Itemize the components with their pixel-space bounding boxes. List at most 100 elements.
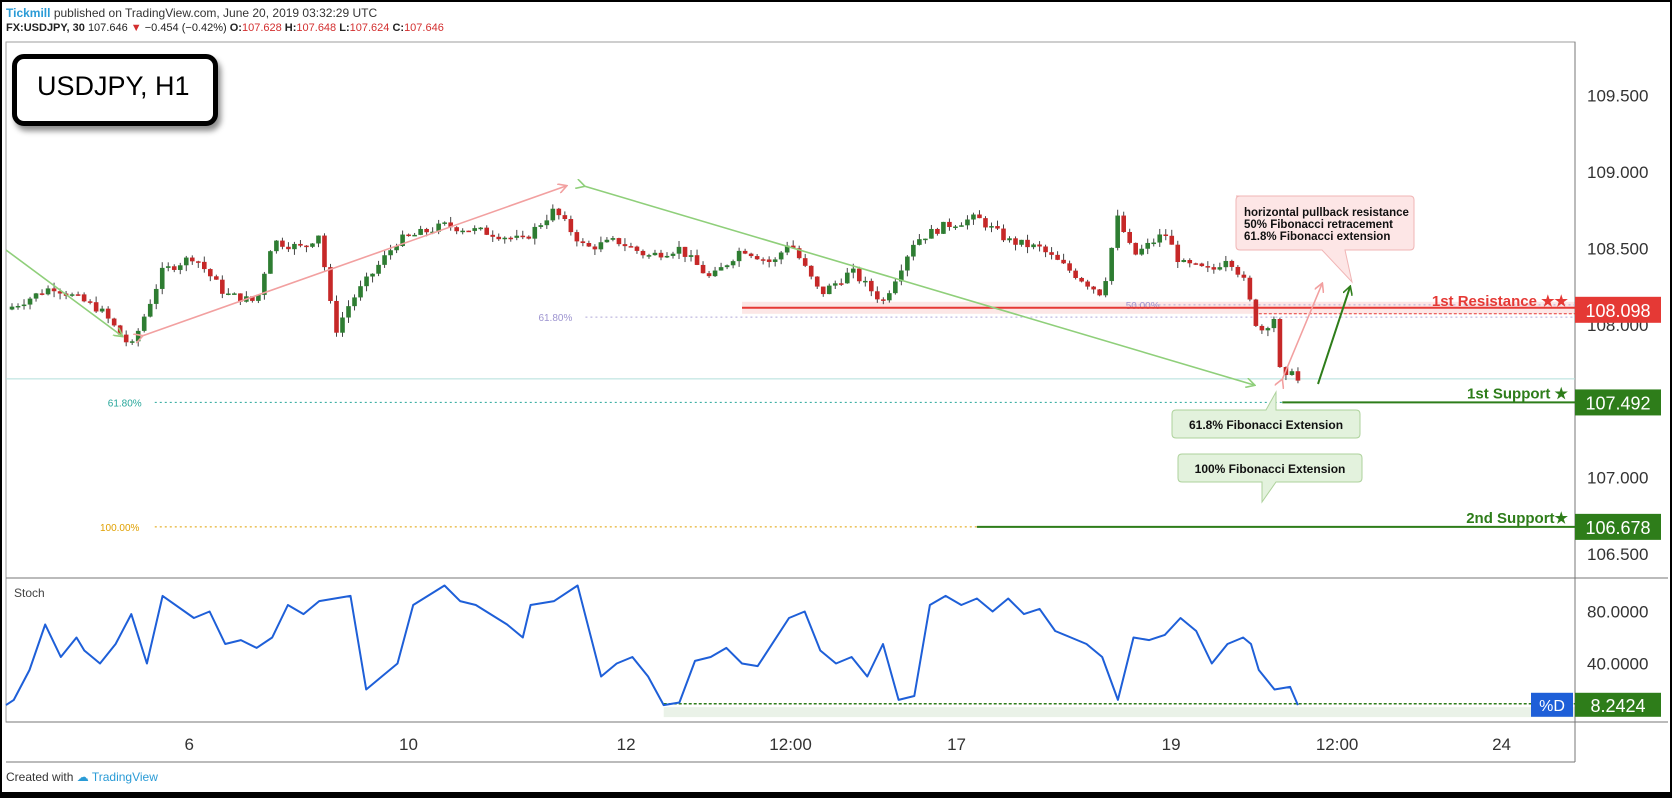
footer: Created with ☁ TradingView — [6, 770, 158, 784]
candle-body — [802, 258, 808, 266]
support1-label: 1st Support ★ — [1467, 385, 1569, 402]
candle-body — [376, 264, 381, 274]
candle-body — [183, 257, 189, 266]
close-label: C: — [392, 22, 405, 34]
resistance-callout — [1235, 195, 1415, 284]
footer-brand[interactable]: TradingView — [91, 770, 158, 784]
time-tick-label: 12 — [617, 735, 636, 754]
candle-body — [111, 318, 117, 326]
candle-body — [496, 236, 502, 240]
candle-body — [568, 219, 574, 233]
candle-body — [304, 245, 309, 248]
candle-body — [1169, 235, 1175, 245]
publisher-link[interactable]: Tickmill — [6, 6, 51, 20]
candle-body — [953, 226, 958, 229]
candle-body — [977, 214, 982, 219]
candle-body — [1019, 239, 1024, 245]
candle-body — [1259, 325, 1265, 331]
candle-body — [688, 255, 694, 257]
candle-body — [165, 266, 171, 268]
candle-body — [454, 227, 459, 232]
tradingview-logo-icon[interactable]: ☁ — [76, 770, 89, 784]
high-label: H: — [284, 22, 297, 34]
last-price: 107.646 — [87, 22, 128, 34]
candle-body — [1061, 259, 1066, 264]
candle-body — [772, 259, 778, 262]
candle-body — [881, 299, 886, 301]
candle-body — [989, 226, 994, 228]
time-tick-label: 19 — [1162, 735, 1181, 754]
candle-body — [478, 227, 484, 230]
symbol-badge: USDJPY, H1 — [12, 54, 218, 126]
candle-body — [694, 255, 700, 265]
candle-body — [971, 214, 976, 220]
candle-body — [917, 239, 922, 245]
candle-body — [460, 230, 465, 233]
candle-body — [550, 208, 556, 221]
candle-body — [598, 242, 604, 250]
candle-body — [9, 306, 15, 310]
symbol-label: FX:USDJPY, 30 — [6, 22, 85, 34]
candle-body — [1223, 260, 1229, 268]
candle-body — [298, 243, 303, 246]
candle-body — [1115, 215, 1120, 248]
time-tick-label: 17 — [947, 735, 966, 754]
candle-body — [87, 301, 93, 303]
candle-body — [760, 259, 766, 261]
candle-body — [935, 228, 940, 234]
candle-body — [820, 286, 826, 295]
candle-body — [1079, 277, 1084, 282]
candle-body — [424, 228, 429, 233]
support2-tag-bg — [1575, 513, 1661, 540]
candle-body — [189, 257, 195, 262]
candle-body — [718, 267, 724, 271]
candle-body — [676, 246, 682, 254]
candle-body — [1229, 260, 1235, 267]
candle-body — [622, 244, 628, 247]
candle-body — [947, 221, 952, 228]
candle-body — [352, 297, 357, 307]
candle-body — [334, 300, 339, 333]
candle-body — [983, 218, 988, 228]
candle-body — [370, 273, 375, 277]
candle-body — [27, 298, 33, 305]
candle-body — [141, 316, 147, 331]
price-tick-label: 107.000 — [1587, 469, 1648, 488]
candle-body — [201, 261, 207, 270]
candle-body — [856, 268, 862, 282]
candle-body — [766, 259, 772, 262]
stoch-title: Stoch — [14, 586, 45, 600]
candle-body — [1097, 289, 1102, 296]
price-tick-label: 106.500 — [1587, 545, 1648, 564]
candle-body — [1055, 254, 1060, 260]
low-value: 107.624 — [349, 22, 390, 34]
candle-body — [45, 288, 51, 295]
candle-body — [1241, 274, 1247, 278]
support2-tag: 106.678 — [1585, 518, 1650, 538]
candle-body — [887, 293, 892, 301]
candle-body — [99, 308, 105, 312]
resistance-tag-bg — [1575, 296, 1661, 323]
candle-body — [195, 261, 201, 263]
candle-body — [268, 251, 273, 274]
candle-body — [328, 267, 333, 301]
fib-50-label: 50.00% — [1126, 301, 1160, 312]
green-arrow-left — [5, 249, 122, 336]
candle-body — [1085, 281, 1090, 287]
candle-body — [748, 253, 754, 257]
published-text: published on TradingView.com, June 20, 2… — [53, 6, 378, 20]
candle-body — [1103, 281, 1108, 296]
candle-body — [382, 255, 387, 265]
candle-body — [316, 235, 321, 244]
candle-body — [1217, 267, 1223, 270]
resistance-label: 1st Resistance ★★ — [1432, 293, 1569, 310]
candle-body — [1265, 328, 1271, 331]
candle-body — [646, 255, 652, 257]
candle-body — [514, 235, 520, 238]
candle-body — [322, 235, 327, 268]
candle-body — [604, 239, 610, 243]
candle-body — [1037, 244, 1042, 247]
candle-body — [893, 281, 898, 294]
candle-body — [484, 227, 490, 235]
